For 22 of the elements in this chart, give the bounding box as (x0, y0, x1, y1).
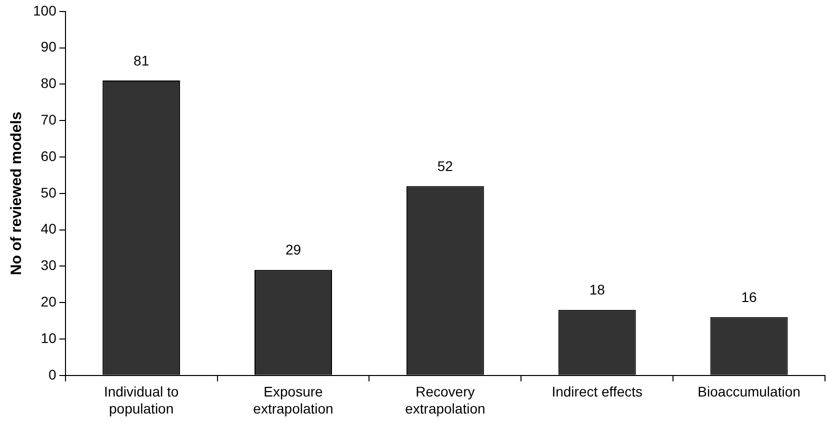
y-tick-label: 20 (40, 293, 57, 310)
x-tick-label: Bioaccumulation (698, 384, 800, 400)
y-tick-label: 60 (40, 148, 57, 164)
data-label: 81 (134, 52, 150, 68)
y-tick-label: 90 (40, 38, 57, 55)
y-tick-label: 30 (40, 257, 57, 274)
y-tick-label: 40 (40, 220, 57, 237)
data-label: 16 (741, 289, 758, 306)
y-axis-title: No of reviewed models (8, 112, 26, 276)
y-tick-label: 0 (48, 366, 57, 382)
y-tick-label: 70 (40, 111, 57, 128)
data-label: 52 (437, 158, 454, 174)
y-tick-label: 80 (40, 75, 57, 92)
x-tick-label: Indirect effects (552, 384, 643, 400)
y-tick-label: 50 (40, 184, 57, 200)
x-tick-label: Recovery extrapolation (405, 384, 486, 416)
data-label: 18 (589, 282, 606, 298)
y-tick-label: 100 (33, 2, 57, 18)
y-tick-label: 10 (40, 330, 57, 346)
x-tick-label: Exposure extrapolation (253, 384, 334, 416)
x-tick-label: Individual to population (104, 384, 179, 416)
data-label: 29 (285, 242, 302, 258)
